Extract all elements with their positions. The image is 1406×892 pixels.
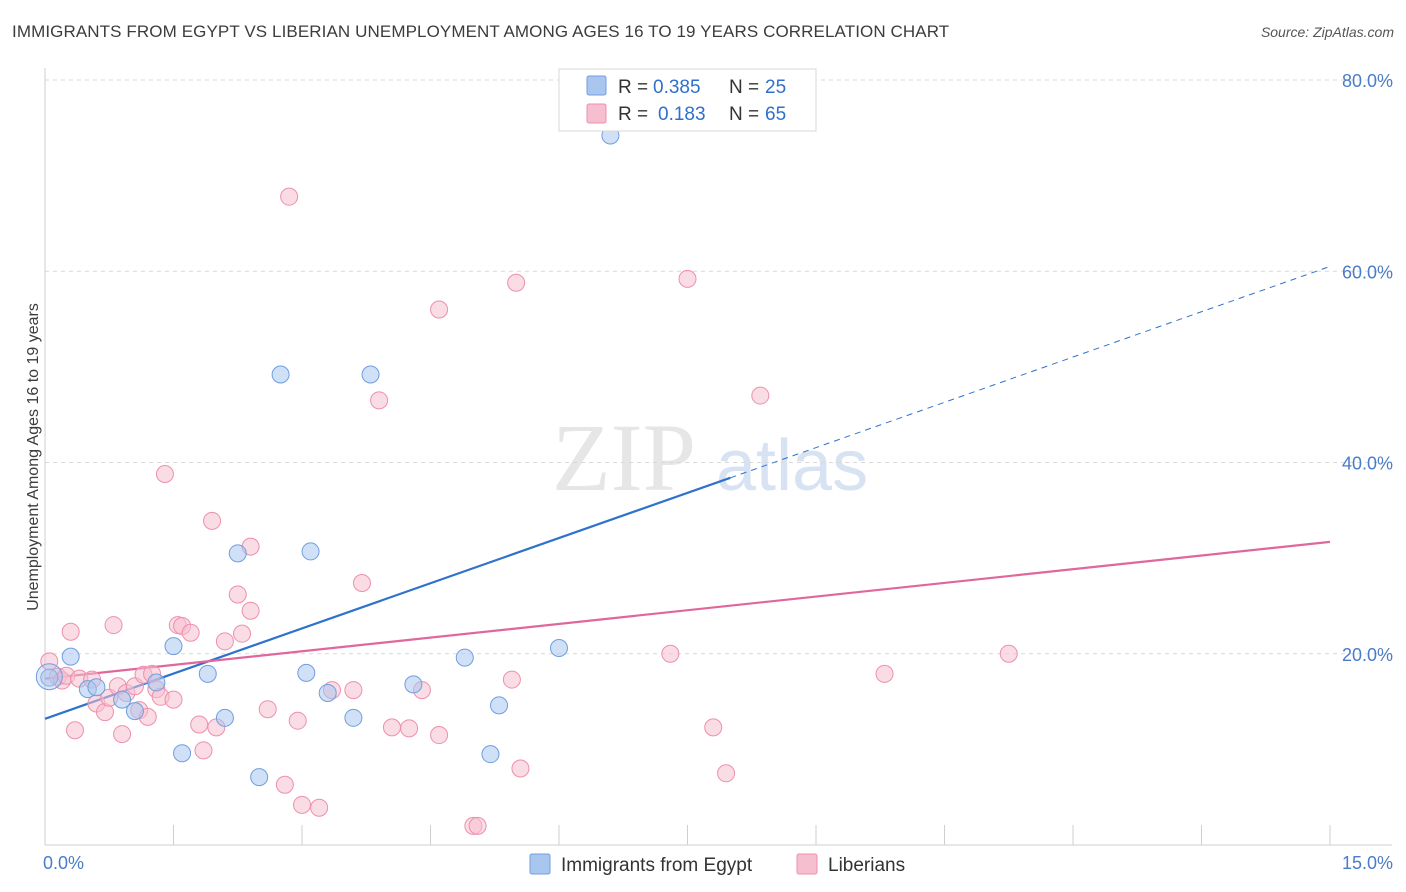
- watermark-atlas: atlas: [716, 426, 868, 506]
- liberians-point-36: [258, 700, 277, 719]
- liberians-point-46: [382, 718, 401, 737]
- bottom-legend-swatch-liberians: [796, 853, 818, 875]
- liberians-point-61: [875, 664, 894, 683]
- egypt-point-1: [61, 647, 80, 666]
- y-tick-label-60: 60.0%: [1342, 262, 1393, 282]
- legend-r-value-egypt: 0.385: [653, 77, 701, 98]
- liberians-point-57: [678, 269, 697, 288]
- legend-r-label-egypt: R =: [618, 77, 648, 98]
- egypt-point-16: [318, 683, 337, 702]
- liberians-point-40: [293, 795, 311, 814]
- liberians-point-43: [344, 681, 363, 700]
- egypt-point-6: [147, 673, 166, 692]
- liberians-point-35: [241, 601, 260, 620]
- liberians-point-33: [233, 624, 252, 643]
- liberians-point-54: [507, 273, 526, 292]
- liberians-point-39: [288, 711, 307, 730]
- egypt-point-13: [271, 365, 290, 384]
- axes: [44, 68, 1392, 846]
- egypt-point-22: [490, 696, 509, 715]
- liberians-point-56: [661, 644, 680, 663]
- egypt-point-10: [215, 708, 234, 727]
- bottom-legend-label-egypt: Immigrants from Egypt: [561, 855, 753, 876]
- liberians-point-53: [502, 670, 521, 689]
- egypt-point-3: [87, 678, 106, 697]
- bottom-legend: Immigrants from Egypt Liberians: [529, 853, 905, 876]
- y-axis-label: Unemployment Among Ages 16 to 19 years: [25, 303, 42, 611]
- y-tick-label-20: 20.0%: [1342, 645, 1393, 665]
- legend-n-label-egypt: N =: [729, 77, 759, 98]
- liberians-trend-line: [44, 540, 1331, 680]
- liberians-point-13: [113, 725, 132, 744]
- egypt-point-18: [361, 365, 380, 384]
- gridlines: [45, 79, 1392, 655]
- egypt-trend-extension: [730, 265, 1331, 479]
- liberians-point-31: [215, 632, 234, 651]
- egypt-point-17: [344, 708, 363, 727]
- egypt-point-21: [481, 745, 500, 764]
- liberians-point-41: [310, 798, 329, 817]
- bottom-legend-label-liberians: Liberians: [828, 855, 905, 876]
- legend-r-label-liberians: R =: [618, 104, 648, 125]
- chart-title: IMMIGRANTS FROM EGYPT VS LIBERIAN UNEMPL…: [12, 22, 950, 41]
- legend-n-label-liberians: N =: [729, 104, 759, 125]
- liberians-point-5: [65, 721, 84, 740]
- source-credit: Source: ZipAtlas.com: [1260, 24, 1394, 40]
- liberians-point-44: [352, 573, 371, 592]
- egypt-point-4: [113, 690, 132, 709]
- liberians-point-28: [194, 741, 213, 760]
- legend-swatch-liberians: [586, 103, 607, 124]
- egypt-point-7: [164, 637, 183, 656]
- legend-swatch-egypt: [586, 75, 607, 96]
- liberians-point-29: [203, 511, 222, 530]
- egypt-point-19: [404, 675, 423, 694]
- egypt-point-9: [198, 664, 217, 683]
- data-points: [35, 126, 1018, 835]
- liberians-point-37: [275, 775, 294, 794]
- egypt-cluster-blob: [35, 663, 63, 691]
- legend-n-value-egypt: 25: [765, 77, 786, 98]
- liberians-point-45: [370, 391, 389, 410]
- trend-lines: [44, 265, 1331, 720]
- x-tick-label-max: 15.0%: [1342, 853, 1393, 873]
- liberians-point-62: [999, 644, 1018, 663]
- egypt-point-5: [125, 702, 144, 721]
- x-tick-label-min: 0.0%: [43, 853, 84, 873]
- liberians-point-26: [181, 623, 200, 642]
- legend-r-value-liberians: 0.183: [658, 104, 706, 125]
- egypt-point-11: [228, 544, 247, 563]
- y-tick-label-80: 80.0%: [1342, 71, 1393, 91]
- liberians-point-11: [104, 616, 123, 635]
- watermark-zip: ZIP: [552, 404, 696, 511]
- liberians-point-55: [511, 759, 530, 778]
- liberians-point-27: [190, 715, 209, 734]
- liberians-point-49: [430, 726, 449, 745]
- liberians-point-58: [704, 718, 723, 737]
- liberians-point-60: [751, 386, 770, 405]
- liberians-point-4: [61, 622, 80, 641]
- legend-n-value-liberians: 65: [765, 104, 786, 125]
- liberians-point-38: [280, 187, 299, 206]
- egypt-point-14: [297, 663, 316, 682]
- egypt-point-15: [301, 542, 320, 561]
- egypt-point-12: [250, 768, 269, 787]
- liberians-point-22: [155, 464, 174, 483]
- liberians-point-50: [430, 300, 449, 319]
- liberians-point-52: [468, 816, 487, 835]
- tick-labels: 20.0% 40.0% 60.0% 80.0% 0.0% 15.0%: [43, 71, 1393, 873]
- liberians-point-32: [228, 585, 247, 604]
- legend-box: R = 0.385 N = 25 R = 0.183 N = 65: [558, 68, 817, 132]
- egypt-point-8: [173, 744, 192, 763]
- y-tick-label-40: 40.0%: [1342, 454, 1393, 474]
- bottom-legend-swatch-egypt: [529, 853, 551, 875]
- egypt-point-0: [40, 668, 59, 687]
- egypt-point-20: [455, 648, 474, 667]
- liberians-point-47: [400, 719, 419, 738]
- egypt-point-23: [550, 639, 568, 658]
- liberians-point-59: [717, 764, 736, 783]
- liberians-point-23: [164, 690, 183, 709]
